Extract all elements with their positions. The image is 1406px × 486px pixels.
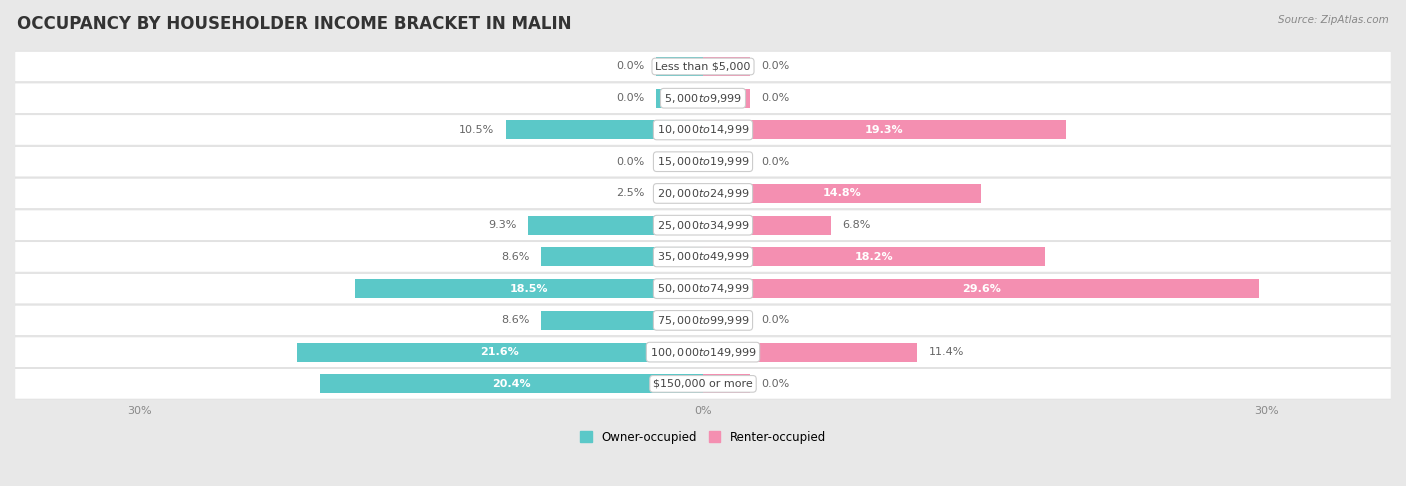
Text: 14.8%: 14.8%: [823, 189, 862, 198]
Text: $10,000 to $14,999: $10,000 to $14,999: [657, 123, 749, 137]
Text: 18.5%: 18.5%: [510, 284, 548, 294]
Text: 0.0%: 0.0%: [761, 315, 790, 326]
Text: $100,000 to $149,999: $100,000 to $149,999: [650, 346, 756, 359]
Text: 18.2%: 18.2%: [855, 252, 893, 262]
Text: $5,000 to $9,999: $5,000 to $9,999: [664, 92, 742, 104]
Text: 10.5%: 10.5%: [460, 125, 495, 135]
Text: 0.0%: 0.0%: [761, 61, 790, 71]
Text: 19.3%: 19.3%: [865, 125, 904, 135]
Text: 20.4%: 20.4%: [492, 379, 530, 389]
Text: 0.0%: 0.0%: [761, 156, 790, 167]
FancyBboxPatch shape: [15, 83, 1391, 113]
Bar: [703, 343, 917, 362]
Bar: [506, 121, 703, 139]
Legend: Owner-occupied, Renter-occupied: Owner-occupied, Renter-occupied: [575, 426, 831, 448]
Bar: [703, 88, 749, 108]
Text: 6.8%: 6.8%: [842, 220, 870, 230]
FancyBboxPatch shape: [15, 242, 1391, 272]
FancyBboxPatch shape: [15, 51, 1391, 82]
Bar: [703, 184, 981, 203]
Text: 8.6%: 8.6%: [502, 315, 530, 326]
Bar: [703, 121, 1066, 139]
Bar: [297, 343, 703, 362]
Bar: [703, 374, 749, 393]
Bar: [657, 57, 703, 76]
Bar: [703, 152, 749, 171]
Bar: [657, 184, 703, 203]
Bar: [703, 216, 831, 235]
Text: Less than $5,000: Less than $5,000: [655, 61, 751, 71]
Bar: [657, 152, 703, 171]
FancyBboxPatch shape: [15, 337, 1391, 367]
Bar: [541, 247, 703, 266]
Text: 0.0%: 0.0%: [616, 156, 645, 167]
Text: $20,000 to $24,999: $20,000 to $24,999: [657, 187, 749, 200]
Bar: [657, 88, 703, 108]
Bar: [529, 216, 703, 235]
FancyBboxPatch shape: [15, 146, 1391, 177]
Text: $15,000 to $19,999: $15,000 to $19,999: [657, 155, 749, 168]
FancyBboxPatch shape: [15, 305, 1391, 336]
FancyBboxPatch shape: [15, 274, 1391, 304]
Bar: [703, 311, 749, 330]
Bar: [703, 247, 1045, 266]
Text: Source: ZipAtlas.com: Source: ZipAtlas.com: [1278, 15, 1389, 25]
Text: $50,000 to $74,999: $50,000 to $74,999: [657, 282, 749, 295]
Bar: [703, 57, 749, 76]
Text: OCCUPANCY BY HOUSEHOLDER INCOME BRACKET IN MALIN: OCCUPANCY BY HOUSEHOLDER INCOME BRACKET …: [17, 15, 571, 33]
Bar: [356, 279, 703, 298]
Text: 8.6%: 8.6%: [502, 252, 530, 262]
Text: 29.6%: 29.6%: [962, 284, 1001, 294]
Text: 0.0%: 0.0%: [616, 93, 645, 103]
FancyBboxPatch shape: [15, 115, 1391, 145]
Bar: [541, 311, 703, 330]
Text: $35,000 to $49,999: $35,000 to $49,999: [657, 250, 749, 263]
Text: $75,000 to $99,999: $75,000 to $99,999: [657, 314, 749, 327]
Text: 11.4%: 11.4%: [928, 347, 965, 357]
Bar: [319, 374, 703, 393]
FancyBboxPatch shape: [15, 178, 1391, 208]
Text: 0.0%: 0.0%: [761, 379, 790, 389]
Text: 9.3%: 9.3%: [488, 220, 517, 230]
FancyBboxPatch shape: [15, 210, 1391, 241]
Bar: [703, 279, 1260, 298]
Text: $25,000 to $34,999: $25,000 to $34,999: [657, 219, 749, 232]
Text: 21.6%: 21.6%: [481, 347, 519, 357]
Text: $150,000 or more: $150,000 or more: [654, 379, 752, 389]
FancyBboxPatch shape: [15, 369, 1391, 399]
Text: 2.5%: 2.5%: [616, 189, 645, 198]
Text: 0.0%: 0.0%: [616, 61, 645, 71]
Text: 0.0%: 0.0%: [761, 93, 790, 103]
